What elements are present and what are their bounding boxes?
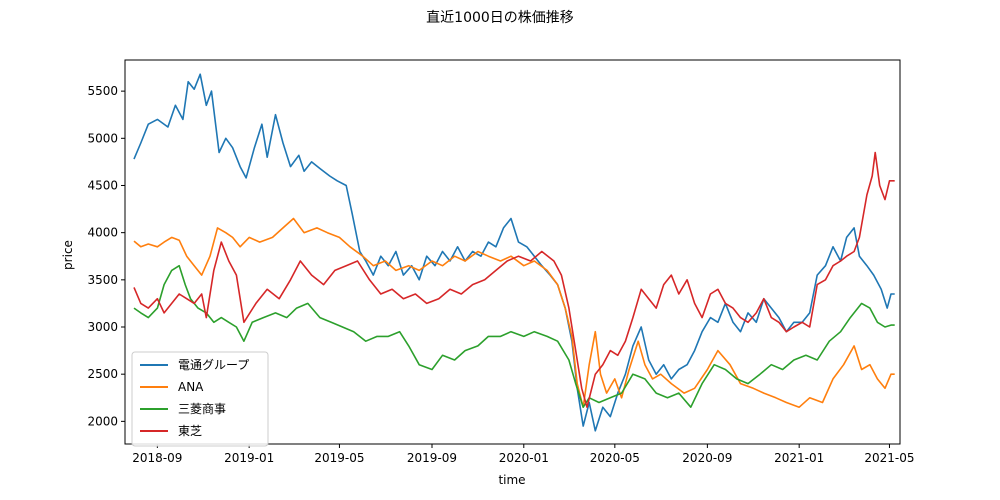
- x-axis-ticks: 2018-09 2019-01 2019-05 2019-09 2020-01 2020-…: [132, 444, 915, 465]
- y-tick-label-1: 2500: [87, 367, 118, 381]
- series-line-0: [133, 73, 895, 432]
- legend-label-2: 三菱商事: [178, 401, 226, 416]
- series-line-2: [133, 264, 895, 409]
- y-tick-label-3: 3500: [87, 273, 118, 287]
- x-tick-label-0: 2018-09: [132, 451, 182, 465]
- chart-title: 直近1000日の株価推移: [426, 9, 574, 26]
- x-tick-label-8: 2021-05: [864, 451, 914, 465]
- legend-label-0: 電通グループ: [178, 358, 249, 372]
- series-line-3: [133, 151, 895, 409]
- y-tick-label-4: 4000: [87, 226, 118, 240]
- legend-box: [131, 351, 269, 447]
- x-axis-label: time: [498, 473, 525, 487]
- plot-frame: [124, 59, 901, 445]
- x-tick-label-7: 2021-01: [774, 451, 824, 465]
- y-tick-label-7: 5500: [87, 84, 118, 98]
- x-tick-label-6: 2020-09: [682, 451, 732, 465]
- x-tick-label-2: 2019-05: [314, 451, 364, 465]
- legend-label-3: 東芝: [178, 423, 202, 438]
- y-axis-ticks: 2000 2500 3000 3500 4000 4500 5000 5500: [87, 84, 125, 428]
- y-tick-label-0: 2000: [87, 414, 118, 428]
- series-layer: [133, 73, 895, 432]
- x-tick-label-3: 2019-09: [407, 451, 457, 465]
- legend-label-1: ANA: [178, 380, 204, 394]
- x-tick-label-1: 2019-01: [224, 451, 274, 465]
- x-tick-label-4: 2020-01: [499, 451, 549, 465]
- y-tick-label-5: 4500: [87, 178, 118, 192]
- y-tick-label-6: 5000: [87, 131, 118, 145]
- series-line-1: [133, 217, 895, 409]
- y-tick-label-2: 3000: [87, 320, 118, 334]
- y-axis-label: price: [61, 240, 75, 270]
- x-tick-label-5: 2020-05: [590, 451, 640, 465]
